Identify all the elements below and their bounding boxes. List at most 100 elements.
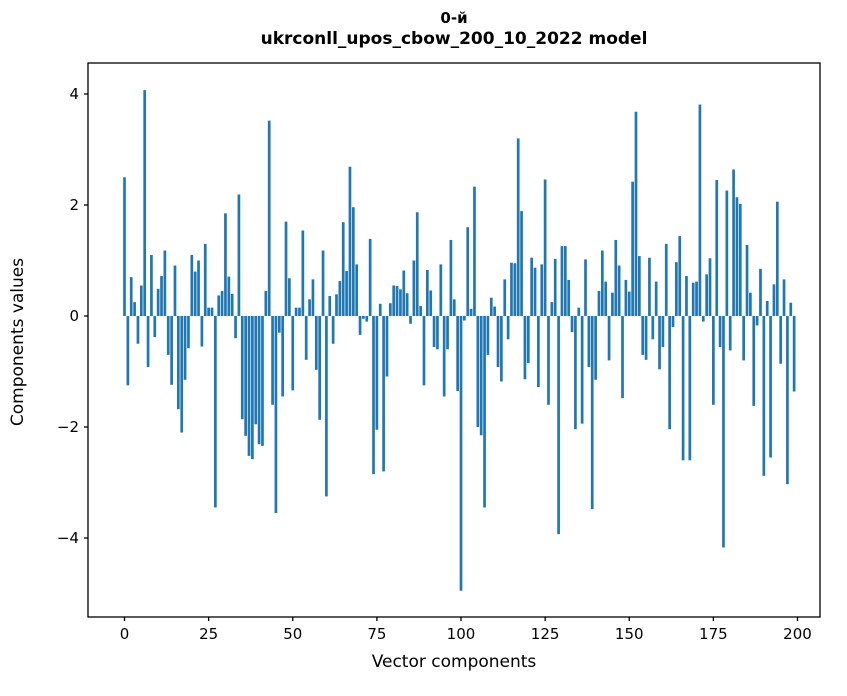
y-tick-label: 4 <box>69 85 79 103</box>
bar <box>627 291 631 316</box>
bar <box>651 316 655 340</box>
bar <box>691 282 695 316</box>
bar <box>661 316 665 348</box>
bar <box>732 169 735 316</box>
bar <box>150 254 153 316</box>
bar <box>210 307 214 316</box>
bar <box>351 207 355 316</box>
x-tick-label: 150 <box>615 625 644 643</box>
bar <box>136 316 140 344</box>
bar <box>224 213 227 316</box>
bar <box>288 278 291 316</box>
bar <box>200 316 204 347</box>
bar <box>678 236 682 316</box>
y-tick-label: −2 <box>57 418 79 436</box>
bar <box>153 316 157 338</box>
bar <box>675 262 678 317</box>
bar <box>533 267 537 316</box>
bar <box>318 316 322 420</box>
bar <box>419 306 422 316</box>
bar <box>405 293 409 316</box>
bar <box>594 316 597 380</box>
bar <box>308 299 311 316</box>
bar <box>728 316 732 351</box>
bar <box>143 90 147 316</box>
bar <box>718 316 722 348</box>
bar <box>382 316 385 472</box>
bar <box>641 316 645 355</box>
bar <box>139 285 143 317</box>
bar <box>681 316 685 461</box>
bar <box>688 316 692 461</box>
bar <box>439 264 443 316</box>
bar <box>523 316 527 380</box>
bar <box>378 303 382 316</box>
bar <box>473 186 476 316</box>
bar <box>251 316 254 460</box>
bar <box>782 279 786 316</box>
bar <box>557 316 560 535</box>
bar <box>547 316 550 405</box>
bar <box>725 190 729 316</box>
bar <box>772 284 776 316</box>
bar <box>197 260 200 316</box>
bar <box>207 307 210 316</box>
bar <box>372 316 375 475</box>
bar <box>755 316 759 326</box>
bar <box>749 292 752 316</box>
x-tick-label: 175 <box>699 625 728 643</box>
bar <box>267 120 271 316</box>
bar <box>526 316 530 364</box>
bar <box>543 179 547 316</box>
bar <box>166 316 170 355</box>
bar <box>570 316 574 333</box>
bar <box>227 276 231 317</box>
bar <box>173 265 177 317</box>
x-tick-label: 75 <box>367 625 386 643</box>
bar <box>409 316 412 324</box>
bar <box>345 271 348 317</box>
bar <box>203 243 207 316</box>
bar <box>587 316 591 368</box>
bar <box>277 316 281 333</box>
bar <box>399 289 402 316</box>
bar <box>567 279 571 317</box>
bar <box>321 250 325 316</box>
bar <box>264 291 268 316</box>
bar <box>358 316 362 335</box>
bar <box>429 290 433 316</box>
bar <box>214 316 217 508</box>
bar <box>304 316 308 360</box>
bar <box>604 281 608 316</box>
bar <box>294 307 298 316</box>
bar <box>668 316 671 430</box>
bar <box>489 297 493 317</box>
bar <box>341 222 345 316</box>
bar <box>486 316 490 355</box>
bar <box>580 316 584 424</box>
bar <box>415 212 419 316</box>
bar <box>479 316 483 436</box>
y-tick-label: 0 <box>69 307 79 325</box>
bar <box>463 316 466 321</box>
bar <box>597 291 601 316</box>
bar <box>520 211 523 316</box>
bar <box>722 316 725 548</box>
bar <box>685 276 688 316</box>
bar <box>503 279 507 316</box>
bar <box>540 264 544 316</box>
bar <box>658 316 661 370</box>
bar <box>230 293 234 316</box>
bar <box>510 262 513 316</box>
bar <box>190 254 194 316</box>
bar <box>500 316 503 382</box>
bar <box>765 301 769 316</box>
bar <box>530 257 534 317</box>
x-tick-label: 200 <box>783 625 812 643</box>
bar <box>129 277 133 316</box>
bar <box>506 316 510 340</box>
y-tick-label: −4 <box>57 529 79 547</box>
bar <box>160 276 163 316</box>
bar <box>123 177 126 316</box>
